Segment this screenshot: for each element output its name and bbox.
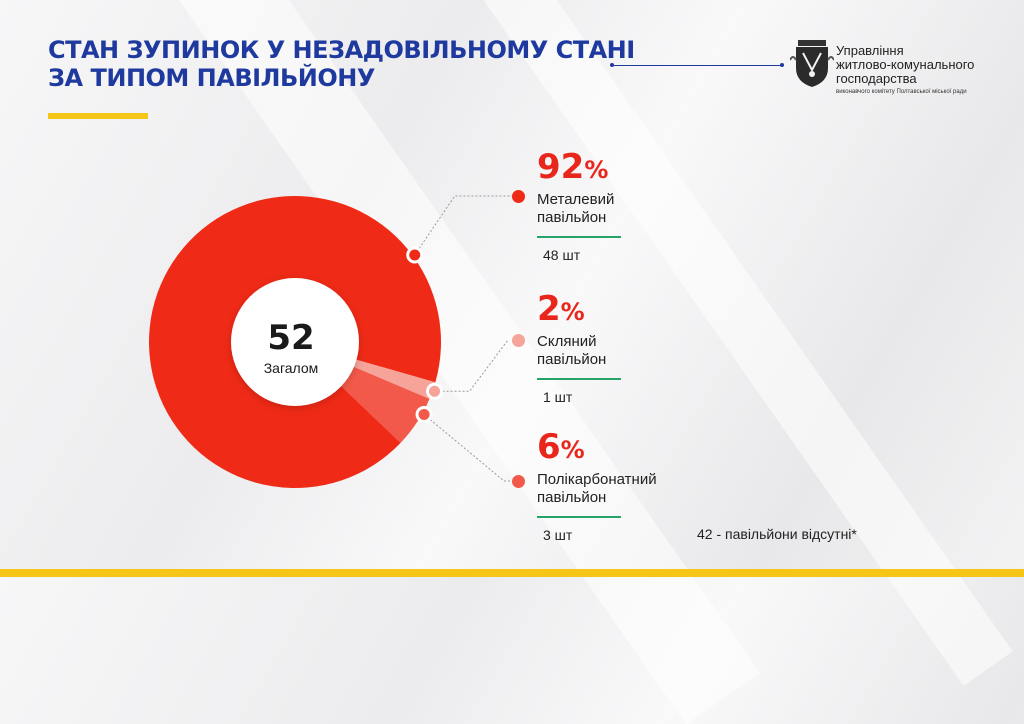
donut-hole [231, 278, 359, 406]
legend-label-line-1: Металевий [537, 191, 615, 208]
percent-sign: % [560, 298, 585, 326]
page-title-line-2: ЗА ТИПОМ ПАВІЛЬЙОНУ [48, 64, 375, 92]
legend-item-metal: 92% Металевий павільйон 48 шт [537, 148, 707, 263]
chart-center-total: 52 [267, 318, 315, 358]
percent-sign: % [560, 436, 585, 464]
legend-dot-glass [512, 334, 525, 347]
org-name-line-1: Управління [836, 43, 904, 58]
legend-label-line-2: павільйон [537, 489, 607, 506]
percent-value: 6 [537, 427, 561, 467]
legend-item-glass: 2% Скляний павільйон 1 шт [537, 290, 707, 405]
connector-metal [414, 195, 518, 256]
legend-label-metal: Металевий павільйон [537, 191, 707, 227]
legend-percent-glass: 2% [537, 290, 707, 331]
bottom-accent-bar [0, 569, 1024, 577]
legend-rule [537, 516, 621, 518]
footnote-missing-pavilions: 42 - павільйони відсутні* [697, 526, 857, 542]
connector-polycarbonate [423, 414, 518, 482]
title-underline [48, 113, 148, 119]
legend-label-line-1: Полікарбонатний [537, 471, 657, 488]
organization-name: Управління житлово-комунального господар… [836, 44, 974, 97]
org-subtitle: виконавчого комітету Полтавської міської… [836, 89, 967, 95]
legend-item-polycarbonate: 6% Полікарбонатний павільйон 3 шт [537, 428, 707, 543]
org-name-line-2: житлово-комунального [836, 57, 975, 72]
percent-value: 2 [537, 289, 561, 329]
header-divider [610, 63, 784, 67]
legend-label-polycarbonate: Полікарбонатний павільйон [537, 471, 707, 507]
legend-label-line-2: павільйон [537, 209, 607, 226]
org-name-line-3: господарства [836, 71, 917, 86]
slice-marker-metal [406, 246, 424, 264]
legend-count-metal: 48 шт [543, 247, 581, 263]
legend-dot-polycarbonate [512, 475, 525, 488]
page-title-line-1: СТАН ЗУПИНОК У НЕЗАДОВІЛЬНОМУ СТАНІ [48, 36, 635, 64]
percent-sign: % [584, 156, 609, 184]
legend-label-glass: Скляний павільйон [537, 333, 707, 369]
slice-marker-polycarbonate [415, 405, 433, 423]
legend-percent-polycarbonate: 6% [537, 428, 707, 469]
legend-count-polycarbonate: 3 шт [543, 527, 573, 543]
legend-count-glass: 1 шт [543, 389, 573, 405]
chart-center-label: Загалом [263, 360, 319, 376]
city-coat-of-arms-icon [790, 40, 834, 87]
percent-value: 92 [537, 147, 585, 187]
legend-rule [537, 236, 621, 238]
legend-percent-metal: 92% [537, 148, 707, 189]
page-title: СТАН ЗУПИНОК У НЕЗАДОВІЛЬНОМУ СТАНІ ЗА Т… [48, 36, 635, 92]
donut-chart [149, 195, 518, 489]
legend-label-line-2: павільйон [537, 351, 607, 368]
legend-label-line-1: Скляний [537, 333, 597, 350]
slice-marker-glass [426, 382, 444, 400]
legend-rule [537, 378, 621, 380]
legend-dot-metal [512, 190, 525, 203]
connector-glass [434, 339, 509, 392]
